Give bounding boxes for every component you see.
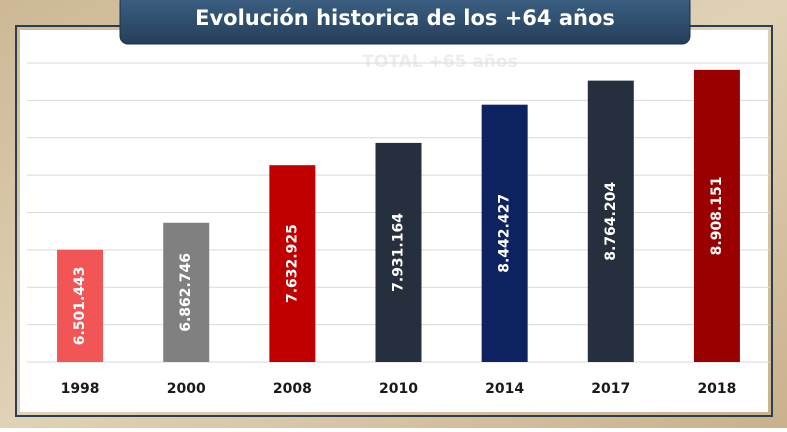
bar bbox=[269, 165, 316, 362]
value-label: 7.632.925 bbox=[284, 224, 300, 303]
bar bbox=[481, 104, 528, 362]
x-tick-label: 2018 bbox=[697, 381, 736, 397]
title-banner bbox=[119, 0, 691, 45]
value-label: 6.862.746 bbox=[178, 253, 194, 332]
value-label: 7.931.164 bbox=[391, 213, 407, 292]
bar bbox=[57, 249, 104, 362]
chart-title: Evolución historica de los +64 años bbox=[195, 6, 615, 30]
x-tick-label: 1998 bbox=[61, 381, 100, 397]
x-tick-label: 2000 bbox=[167, 381, 206, 397]
x-tick-label: 2008 bbox=[273, 381, 312, 397]
bar bbox=[587, 80, 634, 363]
x-tick-label: 2017 bbox=[591, 381, 630, 397]
bar bbox=[693, 69, 740, 362]
value-label: 8.908.151 bbox=[709, 177, 725, 256]
value-label: 6.501.443 bbox=[72, 266, 88, 345]
bar bbox=[163, 222, 210, 362]
chart-subtitle: TOTAL +65 años bbox=[362, 52, 517, 72]
plot: 6.501.443 1998 6.862.746 2000 7.632.925 2008 7… bbox=[27, 62, 770, 397]
value-label: 8.442.427 bbox=[497, 194, 513, 273]
x-tick-label: 2014 bbox=[485, 381, 524, 397]
x-tick-label: 2010 bbox=[379, 381, 418, 397]
value-label: 8.764.204 bbox=[603, 182, 619, 261]
bar bbox=[375, 142, 422, 362]
